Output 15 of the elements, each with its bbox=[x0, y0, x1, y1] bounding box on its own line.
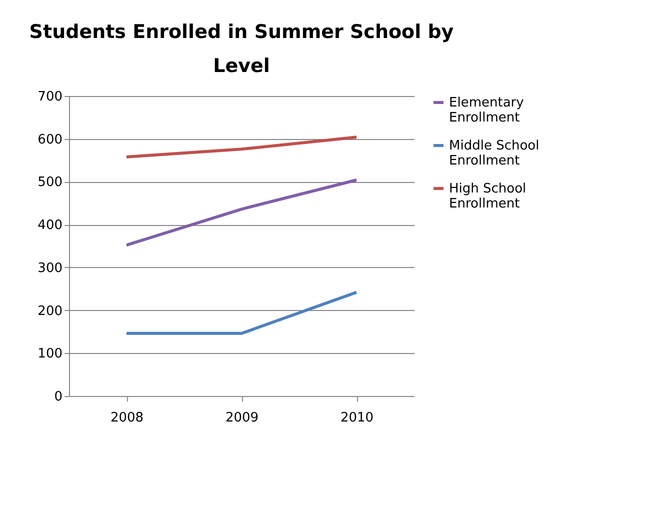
legend-label: High School Enrollment bbox=[449, 182, 526, 212]
y-tick-label: 400 bbox=[38, 218, 62, 234]
y-tick-label: 0 bbox=[54, 390, 62, 404]
chart-title: Students Enrolled in Summer School by Level bbox=[29, 21, 454, 77]
y-tick-label: 600 bbox=[38, 132, 62, 148]
y-tick-label: 300 bbox=[38, 260, 62, 276]
legend-label: Middle School Enrollment bbox=[449, 138, 540, 168]
y-tick-label: 100 bbox=[38, 346, 62, 362]
legend-label: Elementary Enrollment bbox=[449, 96, 524, 126]
y-tick-label: 700 bbox=[38, 90, 62, 104]
x-tick-label: 2010 bbox=[340, 410, 374, 426]
x-tick-label: 2008 bbox=[110, 410, 144, 426]
y-tick-label: 500 bbox=[38, 175, 62, 190]
y-tick-label: 200 bbox=[38, 304, 62, 319]
x-tick-label: 2009 bbox=[225, 410, 259, 426]
